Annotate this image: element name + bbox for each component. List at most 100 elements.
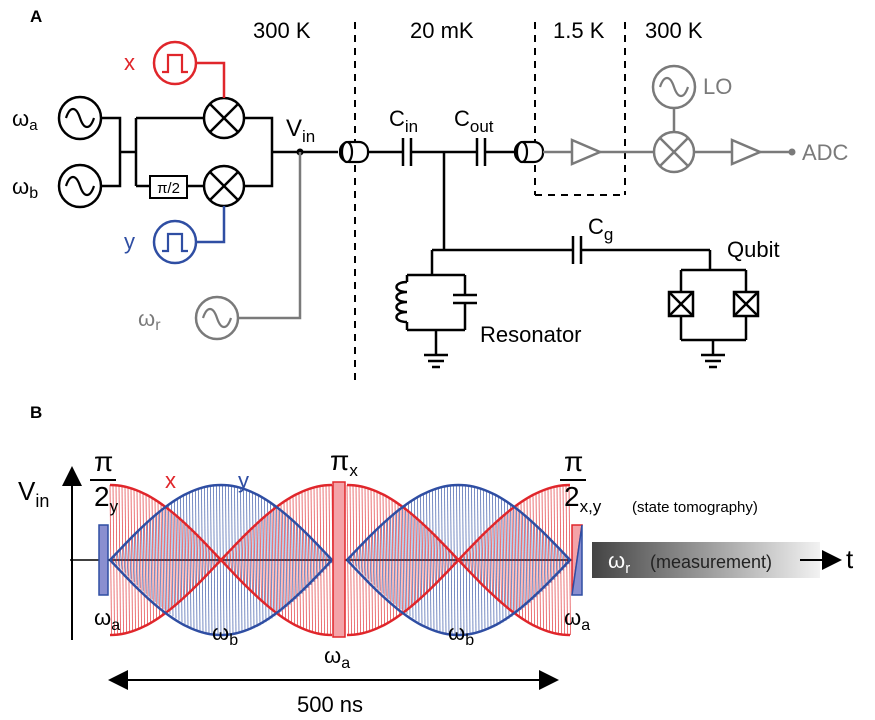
y-oscillation-stroke [144, 526, 147, 594]
x-oscillation-stroke [484, 532, 487, 588]
coax-connector-in [338, 140, 370, 164]
source-omega-a [57, 95, 103, 141]
x-oscillation-stroke [145, 494, 148, 626]
temp-20mk: 20 mK [410, 18, 474, 43]
y-oscillation-stroke [264, 497, 267, 623]
y-oscillation-stroke [270, 501, 273, 619]
x-oscillation-stroke [535, 493, 538, 627]
x-oscillation-stroke [178, 517, 181, 603]
y-oscillation-stroke [555, 543, 558, 577]
qubit [667, 250, 760, 369]
x-oscillation-stroke [463, 554, 466, 566]
x-oscillation-stroke [421, 523, 424, 597]
y-oscillation-stroke [498, 495, 501, 625]
x-oscillation-stroke [385, 496, 388, 624]
x-oscillation-stroke [172, 512, 175, 608]
readout-mixer [652, 130, 696, 174]
y-oscillation-stroke [354, 553, 357, 567]
y-oscillation-stroke [201, 488, 204, 632]
y-oscillation-stroke [477, 487, 480, 633]
y-oscillation-stroke [414, 499, 417, 621]
x-oscillation-stroke [163, 505, 166, 615]
x-oscillation-stroke [259, 520, 262, 600]
y-oscillation-stroke [447, 486, 450, 634]
pi-x-label: πx [330, 445, 358, 480]
lo-label: LO [703, 74, 732, 99]
x-oscillation-stroke [355, 485, 358, 635]
source-omega-b [57, 163, 103, 209]
x-oscillation-stroke [154, 499, 157, 621]
x-oscillation-stroke [403, 507, 406, 613]
measurement-label: (measurement) [650, 552, 772, 572]
x-oscillation-stroke [325, 485, 328, 635]
x-oscillation-stroke [565, 485, 568, 635]
state-tomography-label: (state tomography) [632, 499, 758, 516]
pi-half-y-denominator: 2y [94, 481, 119, 516]
x-oscillation-stroke [364, 487, 367, 633]
x-oscillation-stroke [247, 532, 250, 588]
x-oscillation-stroke [409, 512, 412, 608]
y-oscillation-stroke [543, 531, 546, 589]
x-oscillation-stroke [301, 491, 304, 629]
y-oscillation-stroke [249, 490, 252, 630]
y-oscillation-stroke [318, 544, 321, 576]
x-oscillation-stroke [202, 541, 205, 579]
x-oscillation-stroke [496, 521, 499, 599]
y-oscillation-stroke [159, 512, 162, 608]
time-axis-label: t [846, 544, 854, 574]
y-oscillation-stroke [252, 491, 255, 629]
resonator-label: Resonator [480, 322, 582, 347]
panel-a: A 300 K 20 mK 1.5 K 300 K ωa ωb [12, 7, 849, 385]
x-oscillation-stroke [268, 512, 271, 608]
y-oscillation-stroke [231, 485, 234, 635]
x-oscillation-stroke [235, 544, 238, 576]
duration-label: 500 ns [297, 692, 363, 717]
x-oscillation-stroke [175, 515, 178, 605]
x-oscillation-stroke [361, 486, 364, 634]
y-oscillation-stroke [198, 489, 201, 631]
y-oscillation-stroke [507, 501, 510, 619]
x-oscillation-stroke [373, 490, 376, 630]
x-oscillation-stroke [376, 491, 379, 629]
x-oscillation-stroke [283, 501, 286, 619]
pi-half-y-pulse [98, 524, 109, 596]
y-oscillation-stroke [237, 486, 240, 634]
omega-b-right: ωb [448, 620, 474, 649]
y-oscillation-stroke [267, 499, 270, 621]
x-oscillation-stroke [544, 489, 547, 631]
x-oscillation-stroke [499, 518, 502, 602]
x-oscillation-stroke [502, 515, 505, 605]
x-oscillation-stroke [184, 523, 187, 597]
y-trace-label: y [238, 468, 249, 493]
y-oscillation-stroke [156, 515, 159, 605]
y-oscillation-stroke [387, 520, 390, 600]
x-oscillation-stroke [514, 506, 517, 614]
y-oscillation-stroke [138, 532, 141, 588]
x-oscillation-stroke [406, 510, 409, 610]
y-oscillation-stroke [300, 526, 303, 594]
temp-300k-right: 300 K [645, 18, 703, 43]
x-oscillation-stroke [166, 508, 169, 612]
y-oscillation-stroke [408, 503, 411, 617]
x-oscillation-stroke [298, 493, 301, 627]
y-oscillation-stroke [306, 532, 309, 588]
x-oscillation-stroke [130, 488, 133, 632]
omega-a-right: ωa [564, 605, 590, 634]
y-oscillation-stroke [363, 544, 366, 576]
temp-1-5k: 1.5 K [553, 18, 605, 43]
measurement-pulse [592, 542, 820, 578]
x-oscillation-stroke [541, 490, 544, 630]
x-oscillation-stroke [505, 513, 508, 607]
y-oscillation-stroke [282, 510, 285, 610]
x-oscillation-stroke [415, 517, 418, 603]
x-oscillation-stroke [112, 485, 115, 635]
y-oscillation-stroke [351, 556, 354, 564]
x-oscillation-stroke [412, 515, 415, 605]
x-drive-oscillation [109, 484, 571, 636]
y-oscillation-stroke [525, 514, 528, 606]
y-oscillation-stroke [273, 503, 276, 617]
x-oscillation-stroke [436, 537, 439, 583]
x-oscillation-stroke [397, 503, 400, 617]
x-oscillation-stroke [400, 505, 403, 615]
x-oscillation-stroke [313, 487, 316, 633]
